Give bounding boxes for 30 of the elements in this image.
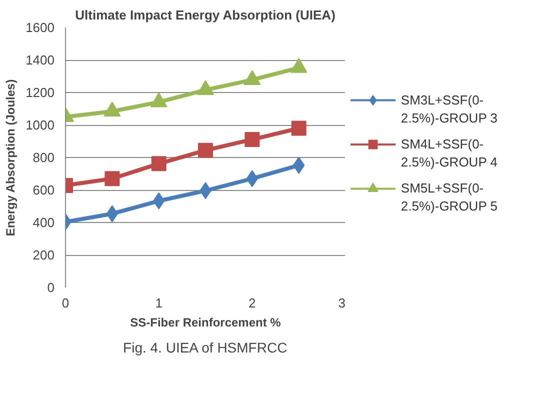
legend-label: SM5L+SSF(0-2.5%)-GROUP 5 <box>400 180 498 214</box>
y-tick-label: 1400 <box>26 52 54 68</box>
y-tick-label: 1000 <box>26 118 54 132</box>
y-tick-label: 200 <box>32 248 55 262</box>
point <box>104 171 120 186</box>
y-tick-label: 400 <box>32 215 55 230</box>
y-axis-title: Energy Absorption (Joules) <box>4 79 18 236</box>
x-axis-title: SS-Fiber Reinforcement % <box>130 316 282 330</box>
y-tick-label: 600 <box>32 182 55 198</box>
point <box>244 132 260 147</box>
x-tick-label: 0 <box>62 296 70 310</box>
point <box>290 58 308 73</box>
point <box>291 120 306 136</box>
point <box>151 156 166 172</box>
point <box>244 70 261 85</box>
point <box>150 92 168 108</box>
y-tick-label: 1200 <box>26 85 54 100</box>
x-tick-label: 1 <box>155 296 162 310</box>
caption: Fig. 4. UIEA of HSMFRCC <box>123 340 288 356</box>
y-tick-label: 1600 <box>26 20 54 35</box>
point <box>104 102 121 116</box>
y-tick-label: 800 <box>32 150 55 165</box>
point <box>198 142 213 158</box>
x-tick-label: 3 <box>338 296 346 310</box>
point <box>197 80 214 96</box>
legend-label: SM3L+SSF(0-2.5%)-GROUP 3 <box>400 92 498 126</box>
chart-title: Ultimate Impact Energy Absorption (UIEA) <box>75 8 336 22</box>
x-tick-label: 2 <box>248 296 256 310</box>
legend-label: SM4L+SSF(0-2.5%)-GROUP 4 <box>400 136 498 170</box>
y-tick-label: 0 <box>47 280 55 295</box>
